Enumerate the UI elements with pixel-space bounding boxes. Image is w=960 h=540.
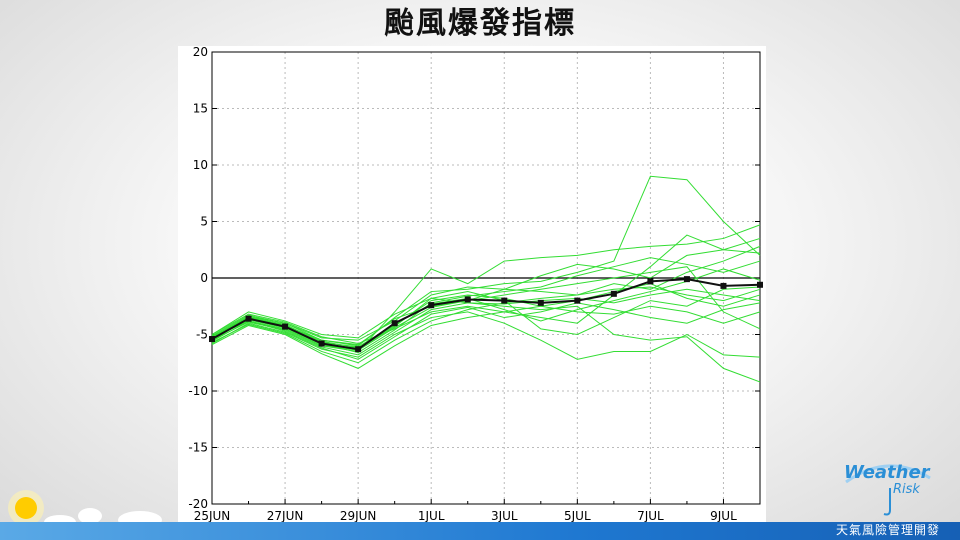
ensemble-member-line <box>211 175 761 347</box>
y-tick-label: 20 <box>193 46 208 59</box>
mean-point <box>757 281 763 288</box>
mean-point <box>647 278 654 285</box>
ensemble-member-line <box>211 286 761 364</box>
mean-point <box>610 290 617 297</box>
mean-point <box>464 296 471 303</box>
ensemble-member-line <box>211 234 761 345</box>
ensemble-member-line <box>211 283 761 369</box>
sun-icon <box>8 490 44 526</box>
mean-point <box>318 340 325 347</box>
mean-point <box>501 297 508 304</box>
ensemble-member-line <box>211 286 761 339</box>
ensemble-member-line <box>211 268 761 348</box>
mean-point <box>428 302 435 309</box>
mean-point <box>720 282 727 289</box>
logo-arc-icon <box>845 464 931 516</box>
logo-text-weather: Weather <box>844 462 930 483</box>
y-tick-label: -10 <box>188 384 208 398</box>
x-tick-label: 27JUN <box>267 509 304 523</box>
x-tick-label: 3JUL <box>491 509 518 523</box>
ensemble-member-line <box>211 266 761 351</box>
mean-point <box>209 336 215 343</box>
ensemble-series-group <box>211 175 761 383</box>
x-tick-label: 29JUN <box>340 509 377 523</box>
y-tick-label: 5 <box>200 215 208 229</box>
ensemble-member-line <box>211 237 761 346</box>
mean-point <box>537 299 544 306</box>
tick-labels: -20 -15 -10 -5 0 5 10 15 20 25JUN 27JUN 29JUN 1JUL 3J… <box>188 46 737 536</box>
mean-point <box>683 276 690 283</box>
y-tick-label: -15 <box>188 441 208 455</box>
ensemble-member-line <box>211 302 761 383</box>
mean-point <box>245 315 252 322</box>
chart-panel: -20 -15 -10 -5 0 5 10 15 20 25JUN 27JUN 29JUN 1JUL 3J… <box>178 46 766 540</box>
page-title: 颱風爆發指標 <box>384 6 576 41</box>
mean-line <box>211 278 761 351</box>
x-tick-label: 1JUL <box>418 509 445 523</box>
mean-point <box>574 297 581 304</box>
y-tick-label: 10 <box>193 158 208 172</box>
ensemble-member-line <box>211 311 761 360</box>
x-tick-label: 7JUL <box>637 509 664 523</box>
x-tick-label: 9JUL <box>710 509 737 523</box>
mean-point <box>282 323 289 330</box>
ensemble-member-line <box>211 288 761 350</box>
y-tick-label: 15 <box>193 102 208 116</box>
mean-point <box>391 320 398 327</box>
company-name: 天氣風險管理開發 <box>835 523 940 537</box>
footer-band: 天氣風險管理開發 <box>0 522 960 540</box>
logo-text-risk: Risk <box>893 482 920 497</box>
y-tick-label: -5 <box>196 328 208 342</box>
x-tick-label: 25JUN <box>194 509 231 523</box>
ensemble-line-chart: -20 -15 -10 -5 0 5 10 15 20 25JUN 27JUN 29JUN 1JUL 3J… <box>188 46 763 536</box>
mean-series-group <box>209 276 763 353</box>
axes <box>211 51 761 505</box>
ensemble-member-line <box>211 302 761 360</box>
mean-point <box>355 346 362 353</box>
x-tick-label: 5JUL <box>564 509 591 523</box>
y-tick-label: -20 <box>188 497 208 511</box>
weather-risk-logo: Weather Risk <box>838 458 938 518</box>
y-tick-label: 0 <box>200 271 208 285</box>
